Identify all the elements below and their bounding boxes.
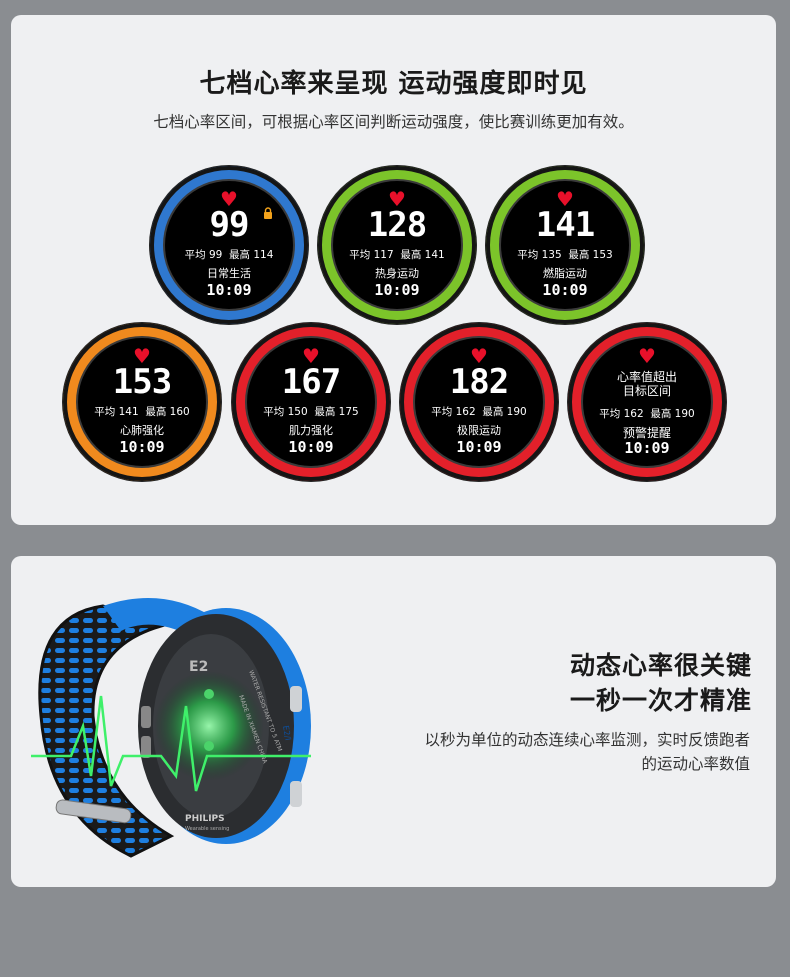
heading-line-2: 一秒一次才精准 bbox=[569, 686, 752, 715]
section-title: 七档心率来呈现 运动强度即时见 bbox=[199, 69, 588, 99]
zone-label: 肌力强化 bbox=[289, 424, 333, 437]
heart-icon: ♥ bbox=[133, 344, 151, 368]
clock-time: 10:09 bbox=[206, 281, 252, 299]
clock-time: 10:09 bbox=[624, 439, 670, 457]
zone-label: 日常生活 bbox=[207, 267, 251, 280]
watch-face-zone-1: ♥ 99 平均 99 最高 114 日常生活 10:09 bbox=[150, 166, 308, 324]
heart-rate-stats: 平均 141 最高 160 bbox=[94, 406, 190, 418]
watch-screen: ♥ 182 平均 162 最高 190 极限运动 10:09 bbox=[415, 338, 543, 466]
heart-rate-value: 182 bbox=[449, 362, 509, 402]
heart-rate-value: 128 bbox=[367, 205, 427, 245]
heart-icon: ♥ bbox=[388, 187, 406, 211]
section-subtitle: 七档心率区间，可根据心率区间判断运动强度，使比赛训练更加有效。 bbox=[153, 113, 634, 131]
clock-time: 10:09 bbox=[288, 438, 334, 456]
heart-rate-stats: 平均 162 最高 190 bbox=[599, 408, 695, 420]
heart-icon: ♥ bbox=[638, 344, 656, 368]
brand-sub-mark: Wearable sensing bbox=[185, 826, 229, 832]
description-line-1: 以秒为单位的动态连续心率监测，实时反馈跑者 bbox=[424, 731, 750, 749]
watch-face-zone-5: ♥ 167 平均 150 最高 175 肌力强化 10:09 bbox=[232, 323, 390, 481]
watch-face-zone-6: ♥ 182 平均 162 最高 190 极限运动 10:09 bbox=[400, 323, 558, 481]
clock-time: 10:09 bbox=[119, 438, 165, 456]
watch-screen: ♥ 心率值超出 目标区间 平均 162 最高 190 预警提醒 10:09 bbox=[583, 338, 711, 466]
zone-label: 极限运动 bbox=[457, 424, 501, 437]
heart-icon: ♥ bbox=[302, 344, 320, 368]
heart-rate-zones-card: 七档心率来呈现 运动强度即时见 七档心率区间，可根据心率区间判断运动强度，使比赛… bbox=[11, 15, 776, 525]
watch-screen: ♥ 167 平均 150 最高 175 肌力强化 10:09 bbox=[247, 338, 375, 466]
heart-rate-value: 153 bbox=[112, 362, 172, 402]
heart-rate-stats: 平均 99 最高 114 bbox=[184, 249, 274, 261]
zone-label: 预警提醒 bbox=[622, 426, 671, 440]
lock-icon bbox=[263, 207, 273, 222]
heart-rate-stats: 平均 117 最高 141 bbox=[349, 249, 445, 261]
clock-time: 10:09 bbox=[456, 438, 502, 456]
heart-rate-value: 167 bbox=[281, 362, 341, 402]
watch-face-zone-3: ♥ 141 平均 135 最高 153 燃脂运动 10:09 bbox=[486, 166, 644, 324]
watch-screen: ♥ 99 平均 99 最高 114 日常生活 10:09 bbox=[165, 181, 293, 309]
heart-rate-stats: 平均 150 最高 175 bbox=[263, 406, 359, 418]
zone-label: 热身运动 bbox=[375, 267, 419, 280]
zone-label: 心肺强化 bbox=[120, 424, 164, 437]
watch-face-zone-4: ♥ 153 平均 141 最高 160 心肺强化 10:09 bbox=[63, 323, 221, 481]
watch-screen: ♥ 128 平均 117 最高 141 热身运动 10:09 bbox=[333, 181, 461, 309]
alert-message: 心率值超出 目标区间 bbox=[616, 370, 677, 398]
watch-screen: ♥ 153 平均 141 最高 160 心肺强化 10:09 bbox=[78, 338, 206, 466]
clock-time: 10:09 bbox=[374, 281, 420, 299]
watch-face-zone-2: ♥ 128 平均 117 最高 141 热身运动 10:09 bbox=[318, 166, 476, 324]
heart-icon: ♥ bbox=[470, 344, 488, 368]
model-mark: E2 bbox=[189, 659, 208, 675]
zone-label: 燃脂运动 bbox=[543, 267, 587, 280]
description-line-2: 的运动心率数值 bbox=[641, 755, 750, 773]
watch-screen: ♥ 141 平均 135 最高 153 燃脂运动 10:09 bbox=[501, 181, 629, 309]
heart-icon: ♥ bbox=[220, 187, 238, 211]
heart-rate-value: 141 bbox=[535, 205, 595, 245]
heart-rate-stats: 平均 135 最高 153 bbox=[517, 249, 613, 261]
brand-mark: PHILIPS bbox=[185, 814, 225, 824]
clock-time: 10:09 bbox=[542, 281, 588, 299]
heart-rate-value: 99 bbox=[209, 205, 250, 245]
heart-icon: ♥ bbox=[556, 187, 574, 211]
watch-back-illustration: E2 PHILIPS Wearable sensing WATER RESIST… bbox=[31, 598, 311, 858]
watch-face-alert: ♥ 心率值超出 目标区间 平均 162 最高 190 预警提醒 10:09 bbox=[568, 323, 726, 481]
heading-line-1: 动态心率很关键 bbox=[569, 651, 752, 680]
dynamic-heart-rate-card: E2 PHILIPS Wearable sensing WATER RESIST… bbox=[11, 556, 776, 887]
side-mark: E2/I bbox=[281, 725, 293, 742]
heart-rate-stats: 平均 162 最高 190 bbox=[431, 406, 527, 418]
